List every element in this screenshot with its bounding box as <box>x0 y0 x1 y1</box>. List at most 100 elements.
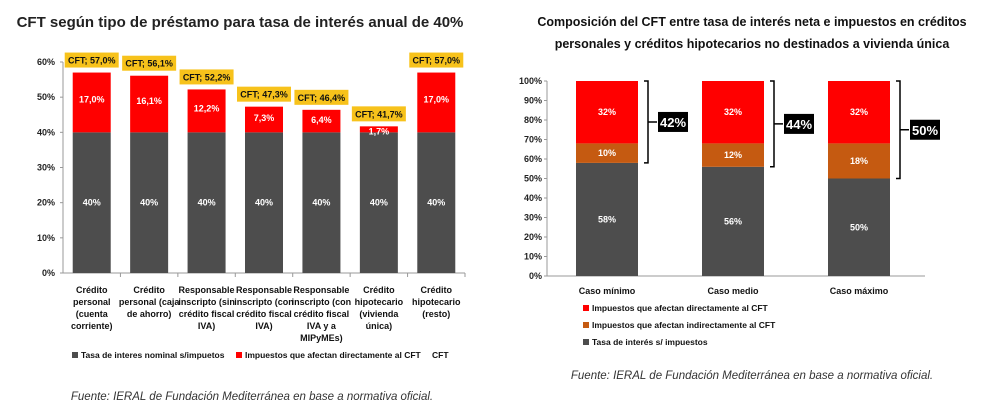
total-tax-label: 44% <box>786 117 812 132</box>
category-label: crédito fiscal <box>294 309 350 319</box>
data-label-base: 40% <box>370 198 388 208</box>
y-tick-label: 40% <box>524 193 542 203</box>
category-label: Caso máximo <box>830 286 889 296</box>
bar-direct-taxes <box>828 81 890 144</box>
y-tick-label: 30% <box>524 213 542 223</box>
total-label-box <box>658 111 688 132</box>
legend-label-direct: Impuestos que afectan directamente al CF… <box>245 350 422 360</box>
bar-indirect-taxes <box>576 143 638 163</box>
category-label: hipotecario <box>355 297 404 307</box>
bar-direct-taxes <box>187 89 226 133</box>
bar-base-rate <box>576 162 638 276</box>
cft-data-label: CFT; 57,0% <box>68 56 116 66</box>
category-label: (vivienda <box>359 309 399 319</box>
y-tick-label: 80% <box>524 115 542 125</box>
legend-label-base: Tasa de interes nominal s/impuetos <box>81 350 225 360</box>
total-tax-label: 50% <box>912 123 938 138</box>
category-label: Caso medio <box>707 286 759 296</box>
category-label: inscripto (sin <box>178 297 235 307</box>
data-label-base: 40% <box>140 198 158 208</box>
legend-base-label: Tasa de interés s/ impuestos <box>592 337 708 347</box>
cft-data-label: CFT; 46,4% <box>298 93 346 103</box>
legend-direct-label: Impuestos que afectan directamente al CF… <box>592 303 769 313</box>
cft-data-label: CFT; 41,7% <box>355 109 403 119</box>
category-label: crédito fiscal <box>179 309 235 319</box>
cft-data-label: CFT; 47,3% <box>240 90 288 100</box>
y-tick-label: 20% <box>37 198 55 208</box>
total-label-box <box>910 119 940 140</box>
category-label: hipotecario <box>412 297 461 307</box>
y-tick-label: 90% <box>524 96 542 106</box>
data-label: 12% <box>724 150 742 160</box>
cft-label-box <box>351 106 406 122</box>
y-tick-label: 60% <box>37 57 55 67</box>
y-tick-label: 10% <box>524 252 542 262</box>
cft-data-label: CFT; 56,1% <box>125 59 173 69</box>
cft-data-label: CFT; 57,0% <box>413 56 461 66</box>
category-label: inscripto (con <box>292 297 352 307</box>
bar-base-rate <box>828 178 890 276</box>
bar-indirect-taxes <box>828 143 890 179</box>
bracket <box>770 80 783 168</box>
category-label: Crédito <box>363 285 395 295</box>
right-chart-title-line2: personales y créditos hipotecarios no de… <box>555 37 951 51</box>
bar-indirect-taxes <box>702 143 764 167</box>
left-chart-source: Fuente: IERAL de Fundación Mediterránea … <box>71 391 433 403</box>
bar-base-rate <box>417 132 456 273</box>
legend-swatch-direct <box>236 352 242 358</box>
y-tick-label: 100% <box>519 76 542 86</box>
right-chart-title-line1: Composición del CFT entre tasa de interé… <box>537 15 966 29</box>
data-label: 18% <box>850 156 868 166</box>
cft-label-box <box>294 89 349 105</box>
legend-indirect-swatch <box>583 322 589 328</box>
total-label-box <box>784 113 814 134</box>
category-label: (resto) <box>422 309 450 319</box>
category-label: Responsable <box>293 285 349 295</box>
bar-base-rate <box>359 132 398 273</box>
category-label: Responsable <box>236 285 292 295</box>
y-tick-label: 50% <box>524 174 542 184</box>
data-label-base: 40% <box>312 198 330 208</box>
bar-direct-taxes <box>302 109 341 133</box>
data-label-base: 40% <box>427 198 445 208</box>
category-label: IVA y a <box>307 321 337 331</box>
y-tick-label: 10% <box>37 233 55 243</box>
category-label: inscripto (con <box>234 297 294 307</box>
y-tick-label: 0% <box>529 271 542 281</box>
data-label: 10% <box>598 148 616 158</box>
data-label-direct: 1,7% <box>369 126 390 136</box>
legend-indirect-label: Impuestos que afectan indirectamente al … <box>592 320 776 330</box>
data-label-base: 40% <box>198 198 216 208</box>
data-label: 58% <box>598 214 616 224</box>
cft-label-box <box>64 52 119 68</box>
bar-direct-taxes <box>72 72 111 133</box>
y-tick-label: 50% <box>37 92 55 102</box>
category-label: crédito fiscal <box>236 309 292 319</box>
data-label: 56% <box>724 216 742 226</box>
category-label: IVA) <box>255 321 272 331</box>
bar-base-rate <box>187 132 226 273</box>
bar-base-rate <box>702 166 764 276</box>
legend-swatch-base <box>72 352 78 358</box>
legend-label-cft: CFT <box>432 350 449 360</box>
data-label: 50% <box>850 222 868 232</box>
legend-base-swatch <box>583 339 589 345</box>
category-label: MIPyMEs) <box>300 333 343 343</box>
bar-base-rate <box>302 132 341 273</box>
bar-direct-taxes <box>359 126 398 133</box>
cft-label-box <box>179 69 234 85</box>
data-label: 32% <box>724 107 742 117</box>
data-label-direct: 17,0% <box>79 94 105 104</box>
bracket <box>644 80 657 164</box>
bar-base-rate <box>245 132 283 273</box>
data-label: 32% <box>850 107 868 117</box>
bar-base-rate <box>130 132 169 273</box>
legend-direct-swatch <box>583 305 589 311</box>
data-label-base: 40% <box>83 198 101 208</box>
cft-label-box <box>122 55 177 71</box>
category-label: de ahorro) <box>127 309 172 319</box>
data-label-base: 40% <box>255 198 273 208</box>
category-label: Crédito <box>421 285 453 295</box>
y-tick-label: 0% <box>42 268 55 278</box>
